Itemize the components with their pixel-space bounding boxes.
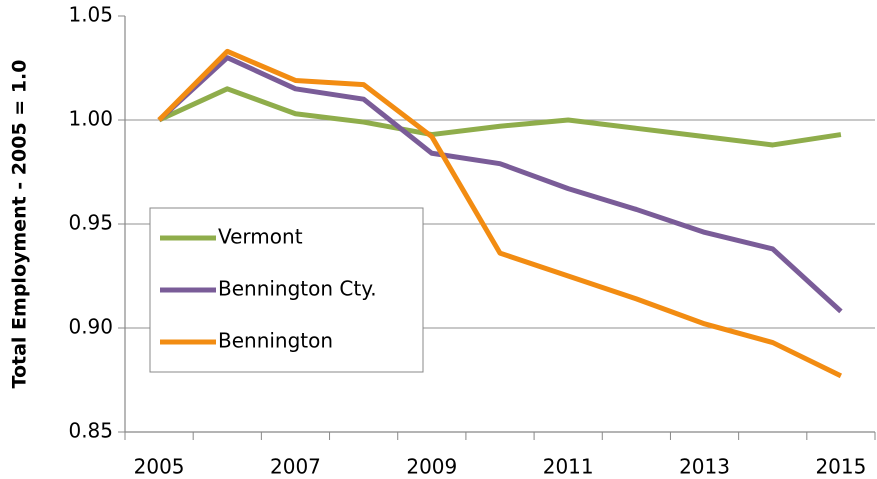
series-line <box>157 55 843 314</box>
y-tick-label: 1.00 <box>68 107 113 131</box>
y-tick-label: 0.85 <box>68 419 113 443</box>
y-axis-label: Total Employment - 2005 = 1.0 <box>9 60 31 389</box>
x-tick-label: 2013 <box>679 455 730 479</box>
x-tick-label: 2007 <box>270 455 321 479</box>
x-tick-label: 2009 <box>406 455 457 479</box>
legend-label: Bennington <box>218 329 333 353</box>
legend-label: Vermont <box>218 225 303 249</box>
series-line <box>158 86 842 148</box>
y-tick-label: 1.05 <box>68 3 113 27</box>
y-tick-label: 0.90 <box>68 315 113 339</box>
legend-label: Bennington Cty. <box>218 277 377 301</box>
x-tick-label: 2015 <box>815 455 866 479</box>
x-tick-label: 2011 <box>543 455 594 479</box>
y-tick-label: 0.95 <box>68 211 113 235</box>
series-line <box>157 48 843 379</box>
x-tick-label: 2005 <box>134 455 185 479</box>
